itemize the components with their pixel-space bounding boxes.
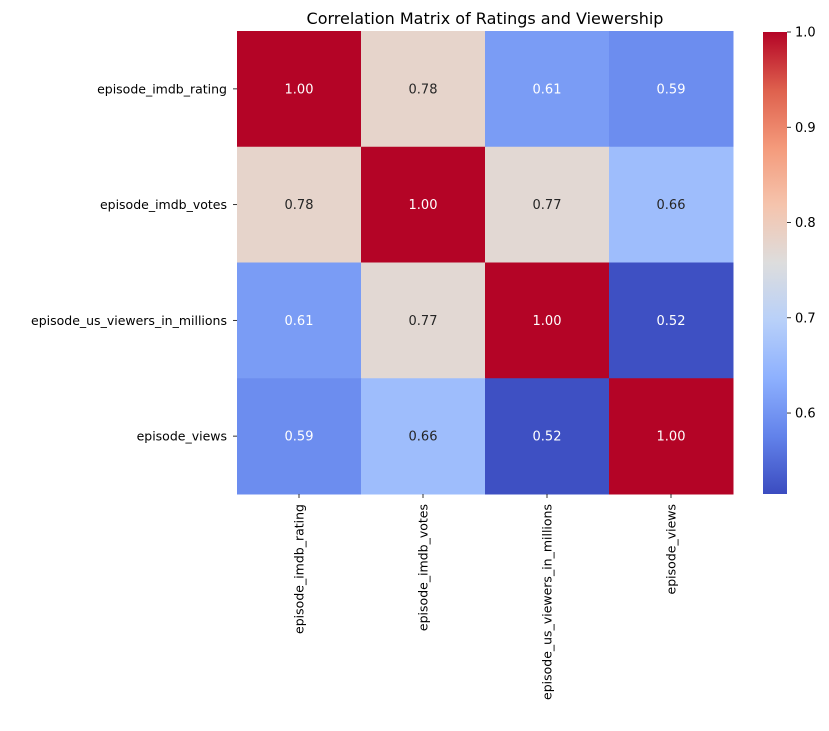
heatmap-cell <box>485 146 610 263</box>
cell-value-label: 0.78 <box>409 82 438 97</box>
cell-value-label: 0.61 <box>285 314 314 329</box>
heatmap-cell <box>609 378 734 495</box>
colorbar-tick-label: 0.8 <box>795 216 816 231</box>
heatmap-grid: 1.00 0.78 0.61 0.59 0.78 1.00 0.77 0.66 0.61 0.77… <box>237 31 734 495</box>
heatmap-cell <box>361 31 486 148</box>
heatmap-cell <box>609 146 734 263</box>
cell-value-label: 1.00 <box>285 82 314 97</box>
column-tick-label: episode_imdb_rating <box>292 504 307 634</box>
heatmap-cell <box>485 378 610 495</box>
cell-value-label: 0.77 <box>409 314 438 329</box>
heatmap-cell <box>237 146 362 263</box>
cell-value-label: 0.77 <box>533 198 562 213</box>
heatmap-cell <box>485 262 610 379</box>
heatmap-cell <box>361 146 486 263</box>
column-tick-label: episode_views <box>664 504 679 594</box>
row-tick-label: episode_views <box>137 429 227 444</box>
heatmap-cell <box>361 262 486 379</box>
cell-value-label: 0.52 <box>533 430 562 445</box>
row-tick-label: episode_us_viewers_in_millions <box>31 313 227 328</box>
colorbar-ticks: 0.6 0.7 0.8 0.9 1.0 <box>787 26 816 422</box>
heatmap-cell <box>237 31 362 148</box>
heatmap-cell <box>609 262 734 379</box>
colorbar: 0.6 0.7 0.8 0.9 1.0 <box>763 26 816 494</box>
row-tick-label: episode_imdb_votes <box>100 197 227 212</box>
colorbar-tick-label: 1.0 <box>795 26 816 41</box>
cell-value-label: 1.00 <box>409 198 438 213</box>
row-axis-labels: episode_imdb_rating episode_imdb_votesepi… <box>31 81 237 444</box>
colorbar-gradient <box>763 32 787 494</box>
colorbar-tick-label: 0.9 <box>795 121 816 136</box>
cell-value-label: 0.59 <box>657 82 686 97</box>
chart-title: Correlation Matrix of Ratings and Viewer… <box>307 9 664 28</box>
cell-value-label: 0.61 <box>533 82 562 97</box>
heatmap-cell <box>485 31 610 148</box>
heatmap-cell <box>609 31 734 148</box>
column-tick-label: episode_us_viewers_in_millions <box>540 504 555 700</box>
cell-value-label: 0.66 <box>657 198 686 213</box>
cell-value-label: 0.66 <box>409 430 438 445</box>
heatmap-cell <box>361 378 486 495</box>
cell-value-label: 1.00 <box>657 430 686 445</box>
row-tick-label: episode_imdb_rating <box>97 81 227 96</box>
column-tick-label: episode_imdb_votes <box>416 504 431 631</box>
heatmap-cell <box>237 262 362 379</box>
column-axis-labels: episode_imdb_rating episode_imdb_votes epi… <box>292 494 679 700</box>
cell-value-label: 1.00 <box>533 314 562 329</box>
cell-value-label: 0.52 <box>657 314 686 329</box>
colorbar-tick-label: 0.6 <box>795 407 816 422</box>
cell-value-label: 0.59 <box>285 430 314 445</box>
colorbar-tick-label: 0.7 <box>795 311 816 326</box>
heatmap-cell <box>237 378 362 495</box>
cell-value-label: 0.78 <box>285 198 314 213</box>
